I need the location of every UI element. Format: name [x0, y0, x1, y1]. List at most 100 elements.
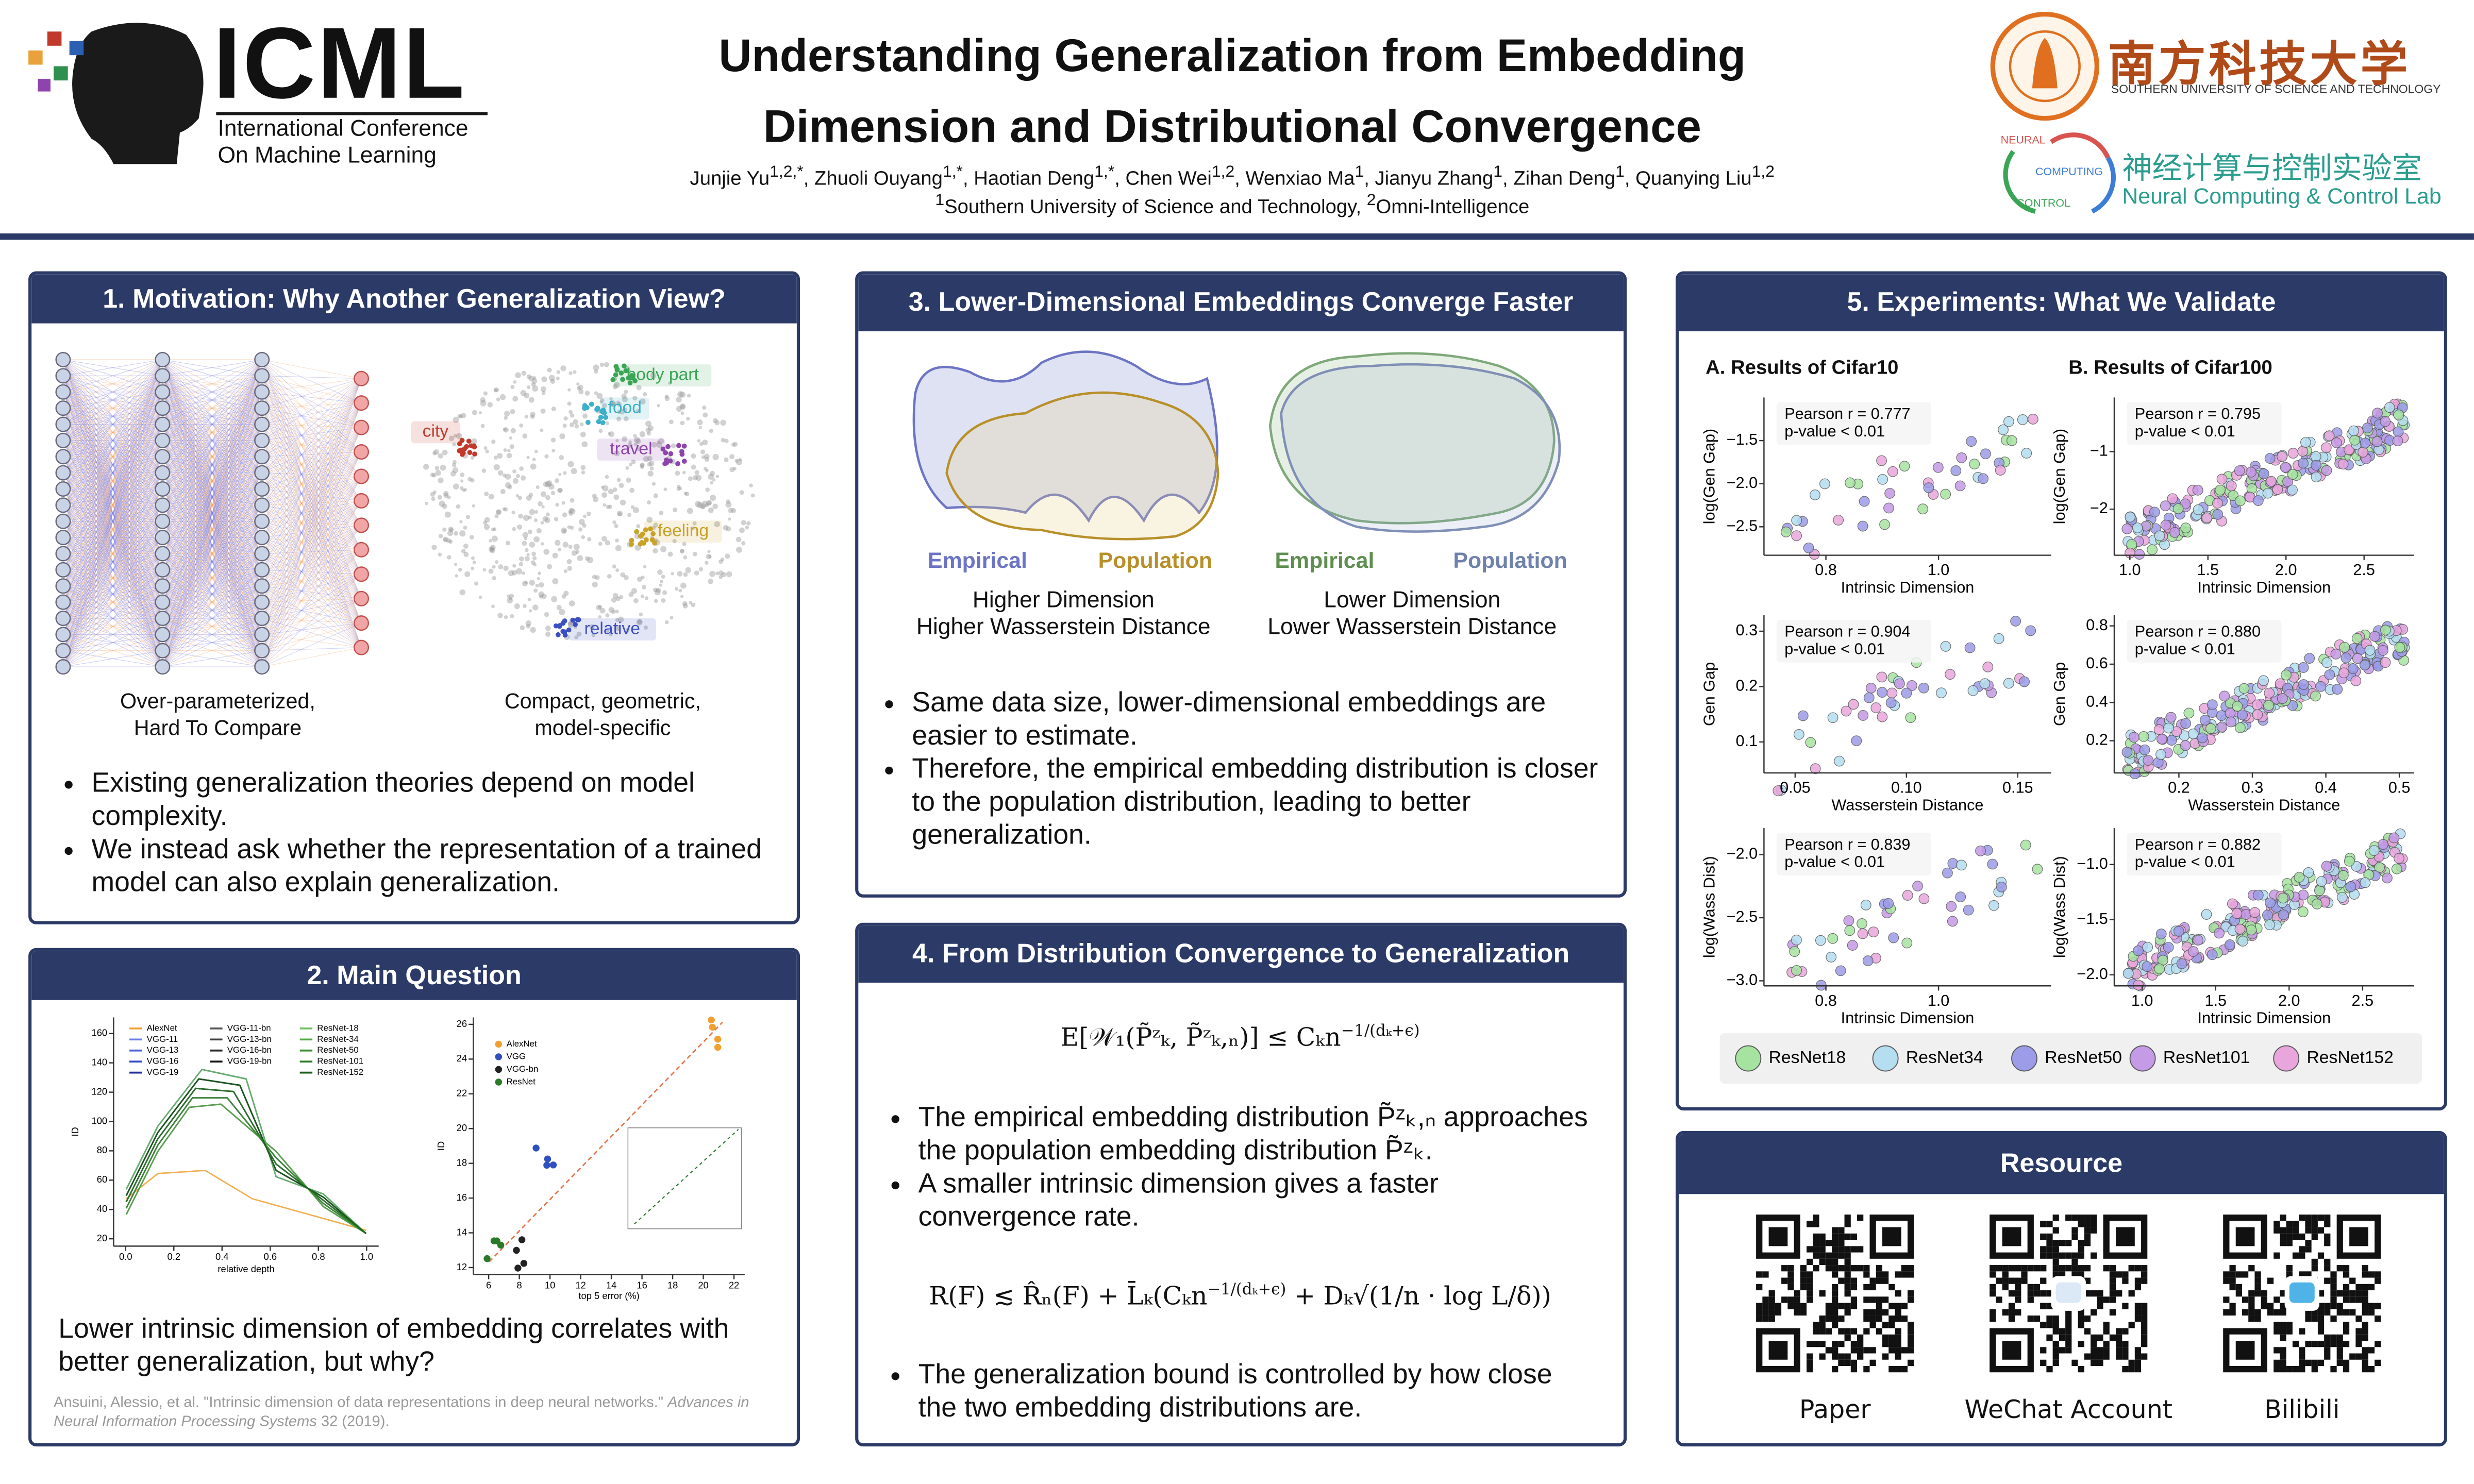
qr-module [1863, 1347, 1870, 1354]
bullet-list: The empirical embedding distribution P̃ᶻ… [883, 1101, 1597, 1234]
qr-module [1844, 1309, 1851, 1316]
embedding-point [710, 470, 715, 476]
network-edge [62, 359, 163, 522]
network-edge [162, 375, 262, 522]
embedding-point [516, 524, 523, 530]
network-edge [62, 408, 163, 586]
decor-point [518, 1236, 526, 1243]
qr-module [2362, 1353, 2368, 1360]
decor-point [2003, 678, 2014, 689]
network-edge [162, 392, 262, 409]
embedding-point [680, 404, 686, 410]
network-edge [62, 473, 163, 635]
qr-module [1819, 1233, 1826, 1240]
network-edge [162, 488, 262, 505]
embedding-point [522, 541, 527, 546]
shape-label: Population [1453, 547, 1567, 573]
qr-module [1990, 1271, 1996, 1278]
embedding-point [668, 531, 672, 535]
embedding-point [438, 552, 442, 557]
panel-title: 2. Main Question [31, 951, 797, 1000]
decor-point [2139, 744, 2150, 755]
embedding-point [692, 521, 697, 526]
qr-module [1838, 1341, 1845, 1347]
qr-module [1832, 1296, 1838, 1303]
network-edge [261, 500, 362, 635]
embedding-point [489, 546, 495, 552]
embedding-point [438, 533, 443, 538]
network-edge [261, 375, 362, 477]
embedding-point [616, 478, 621, 482]
qr-module [2065, 1252, 2072, 1259]
network-edge [162, 473, 262, 554]
qr-module [2015, 1277, 2021, 1284]
network-edge [62, 521, 163, 651]
qr-module [2091, 1347, 2097, 1354]
network-edge [62, 392, 163, 586]
qr-module [2280, 1334, 2286, 1341]
network-edge [63, 408, 163, 490]
cluster-point [629, 537, 634, 543]
network-edge [162, 569, 262, 586]
network-edge [162, 456, 262, 619]
decor-point [543, 1161, 550, 1169]
qr-module [1838, 1328, 1845, 1335]
decor-point [1894, 678, 1905, 689]
qr-module [2141, 1316, 2148, 1322]
network-edge [63, 456, 163, 538]
bullet: Therefore, the empirical embedding distr… [912, 752, 1606, 852]
decor-curve [125, 1103, 366, 1235]
qr-module [2324, 1347, 2331, 1354]
qr-module [2059, 1240, 2066, 1246]
network-edge [162, 569, 262, 651]
network-edge [63, 375, 163, 457]
decor-point [2246, 466, 2256, 478]
equation-part: + Dₖ√(1/n · log L/δ)) [1286, 1280, 1551, 1311]
decor-point [2155, 749, 2166, 760]
embedding-point [646, 516, 653, 523]
decor-point [2180, 740, 2191, 751]
network-edge [162, 392, 262, 474]
network-edge [162, 440, 262, 570]
resource-label[interactable]: WeChat Account [1964, 1394, 2172, 1425]
qr-module [2336, 1359, 2343, 1366]
network-edge [261, 392, 362, 477]
embedding-point [505, 474, 511, 480]
embedding-point [671, 572, 675, 576]
decor-point [2212, 498, 2223, 509]
embedding-point [726, 526, 731, 532]
embedding-point [555, 539, 561, 546]
embedding-point [616, 510, 623, 517]
author-affiliation: 1,2 [1211, 164, 1235, 182]
embedding-point [567, 401, 572, 406]
resource-label[interactable]: Paper [1799, 1394, 1871, 1425]
network-edge [63, 569, 163, 635]
network-edge [62, 408, 163, 635]
network-edge [261, 408, 362, 575]
network-edge [162, 392, 262, 490]
qr-module [1844, 1252, 1851, 1259]
network-edge [162, 472, 262, 490]
embedding-point [545, 512, 550, 517]
embedding-point [705, 503, 709, 508]
decor-point [1932, 462, 1944, 473]
network-edge [63, 424, 163, 457]
network-edge [262, 537, 362, 550]
resource-label[interactable]: Bilibili [2264, 1394, 2340, 1425]
embedding-point [504, 416, 508, 420]
cluster-point [613, 372, 618, 378]
network-edge [261, 549, 362, 603]
embedding-point [532, 556, 537, 561]
network-edge [162, 553, 262, 619]
embedding-point [598, 604, 603, 609]
cluster-point [584, 405, 590, 410]
network-edge [162, 488, 262, 635]
decor-point [1918, 682, 1929, 694]
qr-module [2311, 1365, 2318, 1373]
network-edge [162, 504, 262, 586]
qr-module [2317, 1328, 2325, 1335]
network-edge [162, 375, 262, 409]
decor-point [2264, 919, 2275, 931]
network-edge [62, 424, 163, 651]
network-edge [261, 553, 362, 648]
